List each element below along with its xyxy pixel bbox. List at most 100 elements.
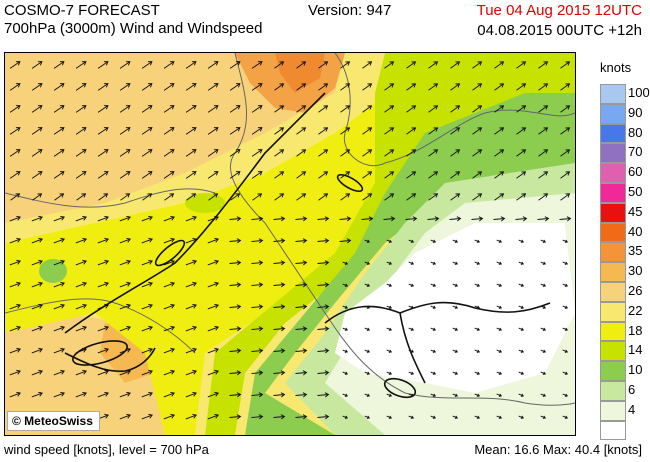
legend-label: 40 <box>628 223 643 239</box>
wind-arrow <box>562 371 569 375</box>
wind-arrow <box>53 127 65 135</box>
wind-map-canvas <box>5 53 575 435</box>
wind-arrow <box>318 149 329 157</box>
wind-arrow <box>496 283 503 287</box>
wind-arrow <box>406 127 417 135</box>
wind-arrow <box>516 171 527 179</box>
wind-arrow <box>318 61 329 69</box>
wind-arrow <box>362 83 373 91</box>
wind-arrow <box>562 239 569 243</box>
wind-arrow <box>408 349 415 353</box>
wind-arrow <box>273 392 286 398</box>
wind-arrow <box>185 347 198 354</box>
wind-arrow <box>141 303 154 310</box>
wind-arrow <box>496 239 503 243</box>
wind-arrow <box>408 261 415 265</box>
legend-swatch <box>600 163 626 183</box>
model-title: COSMO-7 FORECAST <box>4 2 160 19</box>
wind-arrow <box>540 261 547 265</box>
wind-arrow <box>141 105 153 113</box>
wind-arrow <box>31 171 43 179</box>
wind-arrow <box>386 239 393 243</box>
wind-arrow <box>472 83 483 91</box>
wind-arrow <box>317 392 330 398</box>
wind-arrow <box>9 237 22 244</box>
wind-arrow <box>141 413 154 420</box>
wind-arrow <box>119 215 132 222</box>
wind-arrow <box>494 105 505 113</box>
wind-arrow <box>31 237 44 244</box>
wind-arrow <box>185 215 198 222</box>
wind-arrow <box>185 325 198 332</box>
wind-arrow <box>317 326 330 332</box>
wind-arrow <box>229 127 241 135</box>
legend-label: 6 <box>628 382 636 397</box>
wind-arrow <box>518 305 525 309</box>
wind-arrow <box>406 83 417 91</box>
wind-arrow <box>75 237 88 244</box>
wind-arrow <box>53 237 66 244</box>
wind-arrow <box>273 216 286 222</box>
wind-arrow <box>317 348 330 354</box>
wind-arrow <box>32 193 43 201</box>
wind-arrow <box>452 261 459 265</box>
wind-arrow <box>185 369 198 376</box>
wind-map: © MeteoSwiss <box>4 52 576 436</box>
wind-arrow <box>97 391 110 398</box>
legend-label: 26 <box>628 283 643 298</box>
wind-arrow <box>229 414 242 420</box>
wind-arrow <box>472 127 483 135</box>
wind-arrow <box>296 105 307 113</box>
wind-arrow <box>9 171 21 179</box>
wind-arrow <box>560 61 571 69</box>
wind-arrow <box>538 61 549 69</box>
wind-arrow <box>408 393 415 397</box>
wind-arrow <box>141 347 154 354</box>
wind-arrow <box>141 237 154 244</box>
copyright-text: © MeteoSwiss <box>12 414 93 428</box>
wind-arrow <box>496 371 503 375</box>
wind-arrow <box>163 325 176 332</box>
wind-arrow <box>430 305 437 309</box>
wind-arrow <box>53 105 65 113</box>
legend-swatch <box>600 202 626 223</box>
wind-arrow <box>31 325 44 332</box>
wind-arrow <box>560 105 571 113</box>
wind-arrow <box>427 216 440 222</box>
wind-arrow <box>97 127 109 135</box>
wind-arrow <box>494 149 505 157</box>
wind-arrow <box>273 282 286 288</box>
wind-arrow <box>295 348 308 354</box>
wind-arrow <box>342 283 349 287</box>
wind-arrow <box>53 325 66 332</box>
wind-arrow <box>317 216 330 222</box>
wind-arrow <box>229 282 242 288</box>
wind-arrow <box>163 281 176 288</box>
wind-arrow <box>119 259 132 266</box>
wind-arrow <box>75 83 87 91</box>
wind-arrow <box>53 369 66 376</box>
wind-arrow <box>317 370 330 376</box>
wind-arrow <box>163 61 175 69</box>
wind-arrow <box>9 127 21 135</box>
legend-label: 22 <box>628 302 643 318</box>
wind-arrow <box>141 369 154 376</box>
wind-arrow <box>163 259 176 266</box>
wind-arrow <box>207 105 219 113</box>
wind-arrow <box>296 171 307 179</box>
wind-arrow <box>562 261 569 265</box>
version-label: Version: 947 <box>308 2 392 19</box>
wind-arrow <box>342 349 349 353</box>
wind-arrow <box>185 303 198 310</box>
wind-arrow <box>9 347 22 354</box>
wind-arrow <box>141 171 153 179</box>
wind-arrow <box>163 215 176 222</box>
wind-arrow <box>53 259 66 266</box>
wind-arrow <box>386 283 393 287</box>
wind-arrow <box>251 105 263 113</box>
wind-arrow <box>408 327 415 331</box>
wind-arrow <box>540 371 547 375</box>
wind-arrow <box>97 259 110 266</box>
wind-arrow <box>450 83 461 91</box>
wind-arrow <box>163 413 176 420</box>
